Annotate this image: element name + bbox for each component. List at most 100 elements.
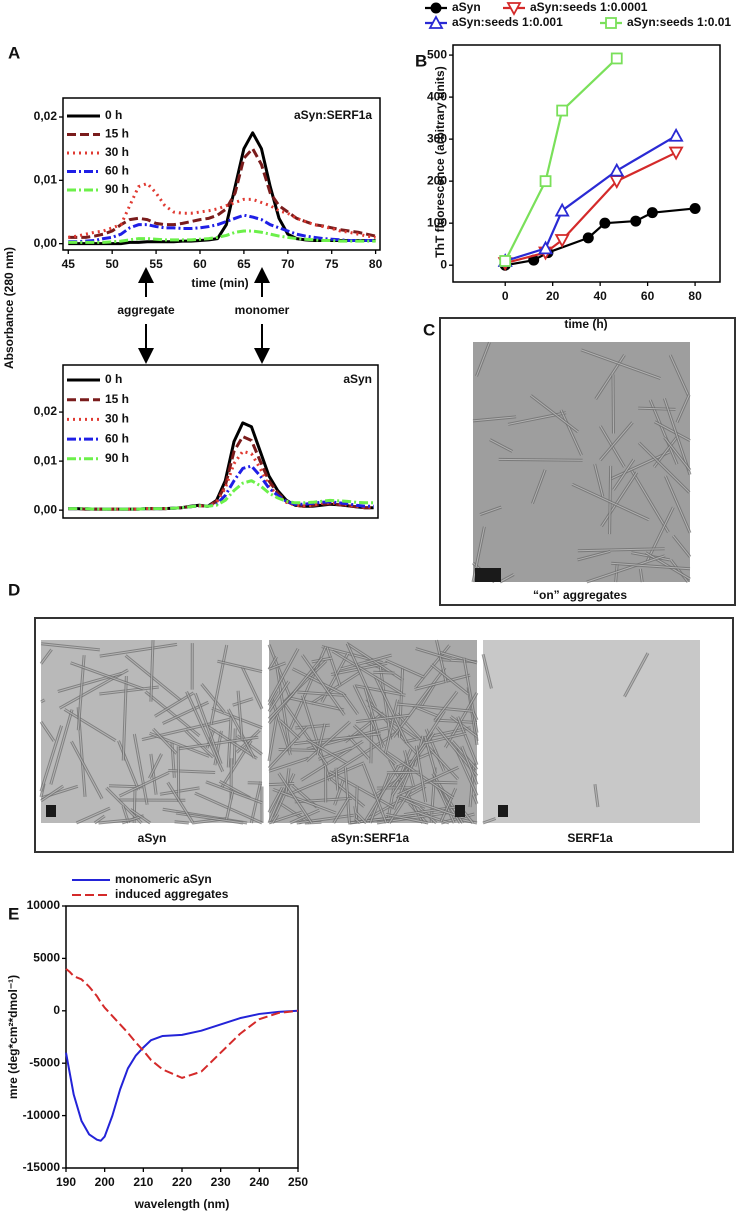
scale-bar [455,805,465,817]
fibril-edge [613,459,635,491]
fibril-edge [463,811,474,824]
marker [668,127,684,142]
fibril-edge [415,745,427,803]
panel-label: E [8,904,19,923]
fibril-edge [379,667,392,740]
fibril-edge [411,732,435,765]
marker [499,255,512,267]
x-tick-label: 60 [641,289,655,303]
fibril-edge [489,439,513,452]
micrograph [483,640,700,823]
fibril-edge [325,730,400,778]
fibril-edge [669,354,689,396]
legend-label: 30 h [105,412,129,426]
series-line [65,1009,299,1142]
fibril-edge [601,472,638,527]
series-line [68,464,374,511]
fibril-edge [268,648,299,703]
fibril-edge [440,652,478,664]
fibril-edge [461,746,478,785]
fibril-edge [665,475,691,534]
fibril-edge [277,801,310,824]
fibril-edge [347,735,370,760]
fibril-edge [333,797,350,824]
legend-label: aSyn:seeds 1:0.01 [627,15,731,29]
fibril-edge [329,771,395,809]
fibril-edge [531,469,546,504]
fibril-edge [355,714,410,723]
fibril-edge [59,669,129,709]
fibril-edge [335,767,339,791]
fibril-edge [318,747,352,760]
fibril-edge [498,458,583,461]
x-tick-label: 240 [249,1175,269,1189]
panel-label: A [8,43,20,62]
fibril-edge [237,690,243,741]
fibril-edge [122,676,127,761]
panel-label: D [8,580,20,599]
fibril-edge [273,773,295,818]
y-tick-label: 400 [427,89,447,103]
series-line [65,968,299,1079]
fibril-edge [177,736,259,750]
series-line [504,57,618,262]
fibril-edge [415,648,452,660]
fibril-edge [476,342,490,377]
fibril-edge [300,740,364,781]
fibril-edge [577,550,611,561]
x-tick-label: 250 [288,1175,308,1189]
series-line [68,229,376,244]
legend-label: 60 h [105,431,129,445]
fibril-edge [482,818,496,824]
fibril-edge [571,483,650,521]
fibril-edge [98,819,133,824]
fibril-edge [594,784,599,808]
x-axis-label: time (h) [564,317,607,331]
fibril-edge [385,813,429,824]
fibril-edge [316,723,326,756]
fibril-edge [150,753,157,795]
x-tick-label: 220 [172,1175,192,1189]
y-tick-label: 0,01 [34,453,58,467]
fibril-edge [125,655,182,702]
fibril-edge [279,720,300,740]
fibril-edge [599,422,633,461]
fibril-edge [430,664,469,695]
fibril-edge [268,713,278,762]
fibril-edge [305,721,351,762]
fibril-edge [397,794,462,818]
x-tick-label: 20 [546,289,560,303]
fibril-edge [268,726,308,769]
fibril-edge [472,526,485,583]
fibril-edge [268,787,283,813]
legend-label: aSyn [452,0,481,14]
fibril-edge [64,708,116,742]
fibril-edge [210,644,228,725]
legend-label: aSyn:seeds 1:0.0001 [530,0,648,14]
fibril-edge [326,647,341,687]
fibril-edge [201,683,225,713]
fibril-edge [354,818,361,824]
axes-frame [62,97,381,251]
fibril-edge [611,562,691,570]
marker [668,146,684,161]
legend-label: 0 h [105,372,122,386]
fibril-edge [362,763,387,824]
fibril-edge [211,707,263,729]
y-tick-label: -15000 [23,1160,61,1174]
fibril-edge [194,693,222,765]
fibril-edge [586,555,666,583]
marker [646,207,658,219]
fibril-edge [250,781,262,824]
x-tick-label: 65 [237,257,251,271]
fibril-edge [499,574,515,583]
x-axis-label: time (min) [191,276,248,290]
panel-label: C [423,320,435,339]
caption: aSyn [138,831,167,845]
marker [630,215,642,227]
fibril-edge [414,674,471,690]
fibril-edge [268,662,286,670]
fibril-edge [301,654,345,716]
fibril-edge [268,757,309,772]
fibril-edge [285,768,290,796]
